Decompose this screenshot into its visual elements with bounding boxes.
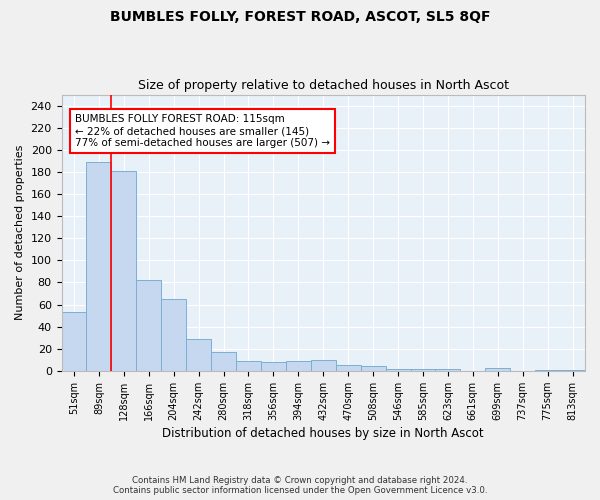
Bar	[261, 362, 286, 371]
Bar	[62, 312, 86, 371]
Bar	[311, 360, 336, 371]
Bar	[211, 352, 236, 371]
Bar	[161, 299, 186, 371]
Bar	[410, 368, 436, 371]
Title: Size of property relative to detached houses in North Ascot: Size of property relative to detached ho…	[138, 79, 509, 92]
Text: BUMBLES FOLLY FOREST ROAD: 115sqm
← 22% of detached houses are smaller (145)
77%: BUMBLES FOLLY FOREST ROAD: 115sqm ← 22% …	[75, 114, 330, 148]
Bar	[485, 368, 510, 371]
Bar	[535, 370, 560, 371]
Text: Contains HM Land Registry data © Crown copyright and database right 2024.
Contai: Contains HM Land Registry data © Crown c…	[113, 476, 487, 495]
Bar	[560, 370, 585, 371]
Bar	[361, 366, 386, 371]
Bar	[386, 368, 410, 371]
Bar	[136, 280, 161, 371]
X-axis label: Distribution of detached houses by size in North Ascot: Distribution of detached houses by size …	[163, 427, 484, 440]
Bar	[86, 162, 112, 371]
Bar	[336, 366, 361, 371]
Bar	[186, 339, 211, 371]
Y-axis label: Number of detached properties: Number of detached properties	[15, 145, 25, 320]
Bar	[286, 361, 311, 371]
Bar	[436, 368, 460, 371]
Bar	[112, 171, 136, 371]
Text: BUMBLES FOLLY, FOREST ROAD, ASCOT, SL5 8QF: BUMBLES FOLLY, FOREST ROAD, ASCOT, SL5 8…	[110, 10, 490, 24]
Bar	[236, 361, 261, 371]
